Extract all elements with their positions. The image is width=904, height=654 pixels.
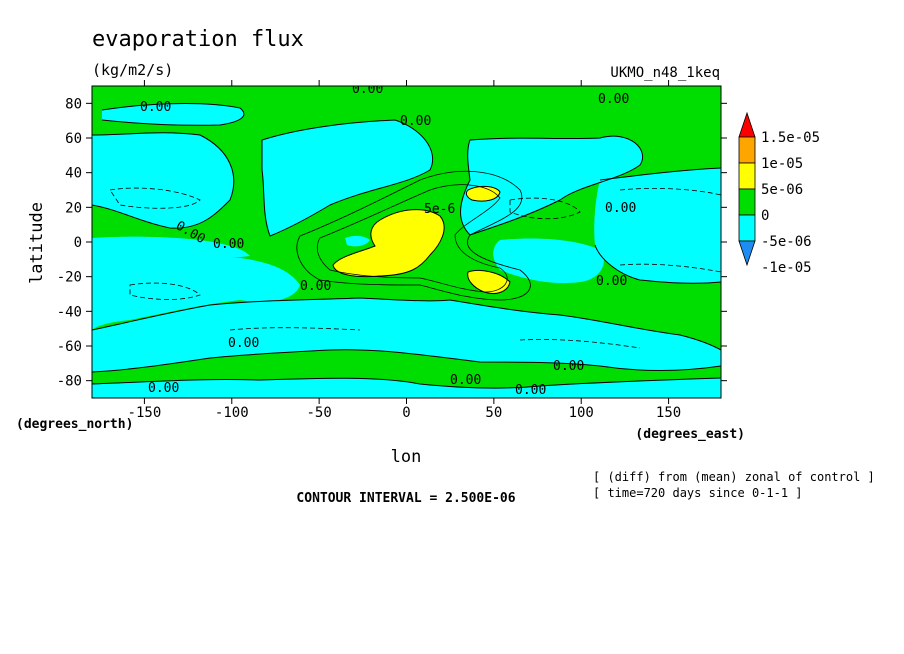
cyan-region-arctic [102, 103, 244, 126]
x-tick-label-3: 0 [402, 405, 410, 421]
colorbar-label-5: -1e-05 [761, 260, 812, 276]
contour-lines [92, 103, 721, 389]
cyan-region-north-1 [262, 120, 433, 236]
contour-label-10: 0.00 [596, 274, 627, 289]
dashed-contour-3 [619, 187, 721, 196]
x-tick-label-0: -150 [128, 405, 162, 421]
zero-contour-8 [92, 377, 721, 389]
cyan-region-tropical-west [493, 238, 604, 284]
annotation-time: [ time=720 days since 0-1-1 ] [593, 486, 803, 500]
contour-field: 0.00 0.00 0.00 0.00 0.00 0.00 5e-6 0.00 … [92, 82, 721, 398]
colorbar-cap-top [738, 111, 756, 138]
zero-contour-1 [92, 132, 235, 229]
annotation-diff: [ (diff) from (mean) zonal of control ] [593, 470, 875, 484]
colorbar-swatch-2 [738, 188, 756, 216]
dashed-contour-1 [109, 187, 201, 209]
yellow-region-north [466, 186, 500, 202]
green-hole-west [345, 235, 370, 247]
yellow-region-south [467, 270, 510, 294]
y-tick-label-1: 60 [65, 131, 82, 147]
x-axis-label: lon [391, 447, 422, 467]
zero-contour-6 [92, 297, 721, 351]
yellow-contour-central [332, 209, 445, 278]
colorbar: 1.5e-05 1e-05 5e-06 0 -5e-06 -1e-05 [738, 111, 820, 276]
y-tick-label-3: 20 [65, 200, 82, 216]
colorbar-swatch-1 [738, 162, 756, 190]
yellow-contour-north [465, 185, 501, 202]
positive-regions [333, 186, 510, 294]
y-units-label: (degrees_north) [16, 417, 133, 432]
y-axis-label: latitude [27, 202, 47, 284]
zero-contour-5 [594, 244, 721, 284]
contour-label-3: 0.00 [400, 114, 431, 129]
chart-title: evaporation flux [92, 27, 304, 52]
cyan-region-southern-ocean [92, 298, 721, 372]
x-units-label: (degrees_east) [635, 427, 745, 442]
dashed-contour-6 [229, 327, 361, 331]
y-axis: 80 60 40 20 0 -20 -40 -60 -80 [57, 96, 727, 390]
zero-contour-3 [460, 135, 643, 236]
negative-dashed-contours [109, 187, 721, 349]
dashed-contour-5 [129, 282, 201, 300]
contour-label-11: 0.00 [228, 336, 259, 351]
contour-label-1: 0.00 [140, 100, 171, 115]
colorbar-label-1: 1e-05 [761, 156, 803, 172]
cyan-region-tropical-east [92, 236, 250, 259]
colorbar-label-2: 5e-06 [761, 182, 803, 198]
contour-interval: CONTOUR INTERVAL = 2.500E-06 [296, 491, 515, 506]
dashed-contour-7 [519, 339, 641, 349]
positive-contour-inner [316, 184, 508, 293]
contour-label-13: 0.00 [148, 381, 179, 396]
yellow-region-central [333, 209, 445, 277]
y-tick-label-5: -20 [57, 270, 82, 286]
colorbar-label-4: -5e-06 [761, 234, 812, 250]
y-tick-label-6: -40 [57, 304, 82, 320]
chart-units: (kg/m2/s) [92, 61, 173, 79]
cyan-region-antarctic [92, 378, 721, 398]
x-tick-label-5: 100 [569, 405, 594, 421]
contour-label-15: 0.00 [515, 383, 546, 398]
y-tick-label-7: -60 [57, 339, 82, 355]
contour-label-14: 0.00 [450, 373, 481, 388]
negative-regions [92, 103, 721, 398]
contour-label-7: 5e-6 [424, 202, 455, 217]
x-tick-label-6: 150 [656, 405, 681, 421]
contour-label-9: 0.00 [300, 279, 331, 294]
x-axis: -150 -100 -50 0 50 100 150 [128, 80, 681, 421]
contour-label-6: 0.00 [213, 237, 244, 252]
colorbar-cap-bottom [738, 240, 756, 267]
model-name: UKMO_n48_1keq [610, 65, 720, 81]
contour-label-8: 0.00 [605, 201, 636, 216]
zero-contour-2 [261, 119, 433, 237]
y-tick-label-0: 80 [65, 96, 82, 112]
x-tick-label-2: -50 [306, 405, 331, 421]
contour-label-4: 0.00 [598, 92, 629, 107]
dashed-contour-2 [509, 197, 581, 220]
contour-label-12: 0.00 [553, 359, 584, 374]
y-tick-label-8: -80 [57, 374, 82, 390]
colorbar-swatch-3 [738, 214, 756, 242]
zero-contour-4 [599, 167, 721, 181]
zero-contour-7 [92, 349, 721, 373]
y-tick-label-2: 40 [65, 166, 82, 182]
contour-label-2: 0.00 [352, 82, 383, 97]
colorbar-label-0: 1.5e-05 [761, 130, 820, 146]
positive-contour-outer [296, 170, 531, 301]
colorbar-swatch-0 [738, 136, 756, 164]
cyan-region-north-atlantic [92, 132, 234, 229]
dashed-contour-4 [619, 263, 721, 273]
yellow-contour-south [467, 269, 511, 295]
cyan-region-north-pacific [460, 136, 643, 235]
y-tick-label-4: 0 [74, 235, 82, 251]
cyan-region-east-pacific [594, 168, 721, 284]
zero-contour-9 [101, 103, 245, 126]
x-tick-label-1: -100 [215, 405, 249, 421]
x-tick-label-4: 50 [485, 405, 502, 421]
colorbar-label-3: 0 [761, 208, 769, 224]
